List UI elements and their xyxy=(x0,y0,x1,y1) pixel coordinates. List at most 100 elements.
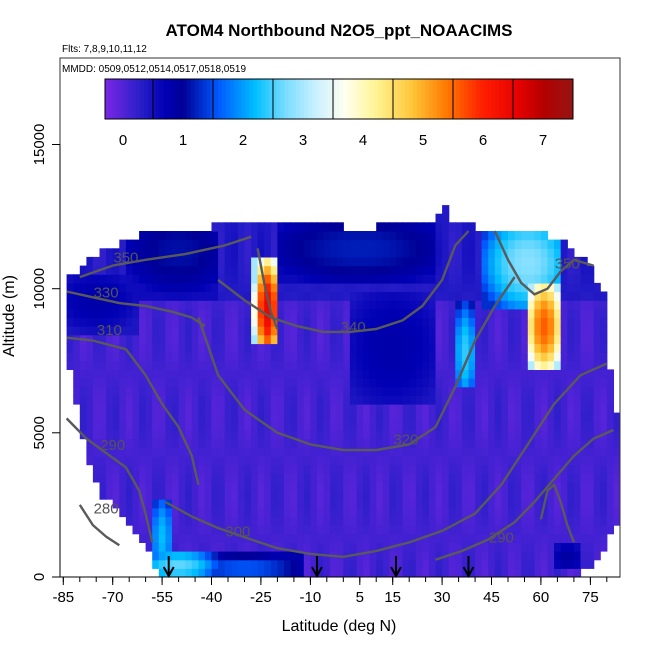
heatmap-cell xyxy=(224,369,232,379)
colorbar-swatch xyxy=(362,79,367,119)
heatmap-cell xyxy=(382,369,390,379)
heatmap-cell xyxy=(442,568,450,577)
colorbar-swatch xyxy=(456,79,461,119)
heatmap-cell xyxy=(593,378,601,388)
heatmap-cell xyxy=(363,404,371,414)
contour-label: 310 xyxy=(97,322,122,339)
heatmap-cell xyxy=(587,430,595,440)
heatmap-cell xyxy=(567,516,575,526)
heatmap-cell xyxy=(172,404,180,414)
heatmap-cell xyxy=(132,404,140,414)
heatmap-cell xyxy=(488,386,496,396)
heatmap-cell xyxy=(363,438,371,448)
heatmap-cell xyxy=(560,438,568,448)
colorbar-swatch xyxy=(183,79,188,119)
heatmap-cell xyxy=(369,525,377,535)
heatmap-cell xyxy=(527,334,535,345)
heatmap-cell xyxy=(547,369,555,379)
heatmap-cell xyxy=(112,490,120,500)
heatmap-cell xyxy=(508,378,516,388)
heatmap-cell xyxy=(547,455,555,466)
heatmap-cell xyxy=(435,360,443,370)
heatmap-cell xyxy=(521,455,529,466)
heatmap-cell xyxy=(468,282,476,293)
heatmap-cell xyxy=(270,438,278,448)
heatmap-cell xyxy=(382,421,390,431)
heatmap-cell xyxy=(514,378,522,388)
colorbar-swatch xyxy=(420,79,426,119)
heatmap-cell xyxy=(415,464,423,474)
heatmap-cell xyxy=(540,343,549,353)
heatmap-cell xyxy=(455,464,463,474)
heatmap-cell xyxy=(106,464,114,474)
heatmap-cell xyxy=(540,516,549,526)
heatmap-cell xyxy=(475,334,483,345)
heatmap-cell xyxy=(494,507,502,518)
heatmap-cell xyxy=(389,291,397,301)
heatmap-cell xyxy=(554,455,562,466)
heatmap-cell xyxy=(251,352,259,362)
heatmap-cell xyxy=(343,352,351,362)
heatmap-cell xyxy=(323,395,331,405)
heatmap-cell xyxy=(119,274,127,284)
heatmap-cell xyxy=(336,360,344,370)
heatmap-cell xyxy=(396,352,404,362)
heatmap-cell xyxy=(297,533,305,543)
heatmap-cell xyxy=(363,525,371,535)
heatmap-cell xyxy=(343,274,351,284)
heatmap-cell xyxy=(593,507,601,518)
colorbar-swatch xyxy=(374,79,379,119)
x-tick-label: -85 xyxy=(52,589,74,606)
heatmap-cell xyxy=(165,412,173,422)
heatmap-cell xyxy=(428,300,437,310)
heatmap-cell xyxy=(99,404,107,414)
heatmap-cell xyxy=(356,473,364,483)
heatmap-cell xyxy=(198,481,206,492)
heatmap-cell xyxy=(185,516,193,526)
heatmap-cell xyxy=(231,507,239,518)
heatmap-cell xyxy=(330,464,338,474)
heatmap-cell xyxy=(310,559,318,569)
heatmap-cell xyxy=(613,473,620,483)
heatmap-cell xyxy=(402,326,410,336)
heatmap-cell xyxy=(363,386,371,396)
heatmap-cell xyxy=(198,499,206,509)
heatmap-cell xyxy=(356,300,364,310)
heatmap-cell xyxy=(415,438,423,448)
heatmap-cell xyxy=(369,499,377,509)
heatmap-cell xyxy=(165,551,173,561)
heatmap-cell xyxy=(547,464,555,474)
colorbar-swatch xyxy=(284,79,289,119)
heatmap-cell xyxy=(376,430,384,440)
heatmap-cell xyxy=(422,438,430,448)
heatmap-cell xyxy=(290,265,298,275)
heatmap-cell xyxy=(211,334,219,345)
heatmap-cell xyxy=(448,447,456,457)
heatmap-cell xyxy=(527,369,535,379)
heatmap-cell xyxy=(468,326,476,336)
heatmap-cell xyxy=(356,308,364,319)
heatmap-cell xyxy=(514,533,522,543)
heatmap-cell xyxy=(527,421,535,431)
heatmap-cell xyxy=(139,265,147,275)
heatmap-cell xyxy=(211,369,219,379)
heatmap-cell xyxy=(231,404,239,414)
heatmap-cell xyxy=(330,404,338,414)
heatmap-cell xyxy=(409,447,417,457)
heatmap-cell xyxy=(178,542,186,552)
heatmap-cell xyxy=(66,343,74,353)
heatmap-cell xyxy=(218,231,226,241)
heatmap-cell xyxy=(257,300,265,310)
colorbar-tick-label: 0 xyxy=(119,132,127,149)
heatmap-cell xyxy=(442,343,450,353)
heatmap-cell xyxy=(415,256,423,267)
heatmap-cell xyxy=(547,516,555,526)
heatmap-cell xyxy=(145,464,153,474)
heatmap-cell xyxy=(600,317,608,327)
x-axis-label: Latitude (deg N) xyxy=(282,618,397,635)
heatmap-cell xyxy=(257,438,265,448)
heatmap-cell xyxy=(257,343,265,353)
heatmap-cell xyxy=(303,222,311,232)
heatmap-cell xyxy=(191,265,199,275)
heatmap-cell xyxy=(106,282,114,293)
